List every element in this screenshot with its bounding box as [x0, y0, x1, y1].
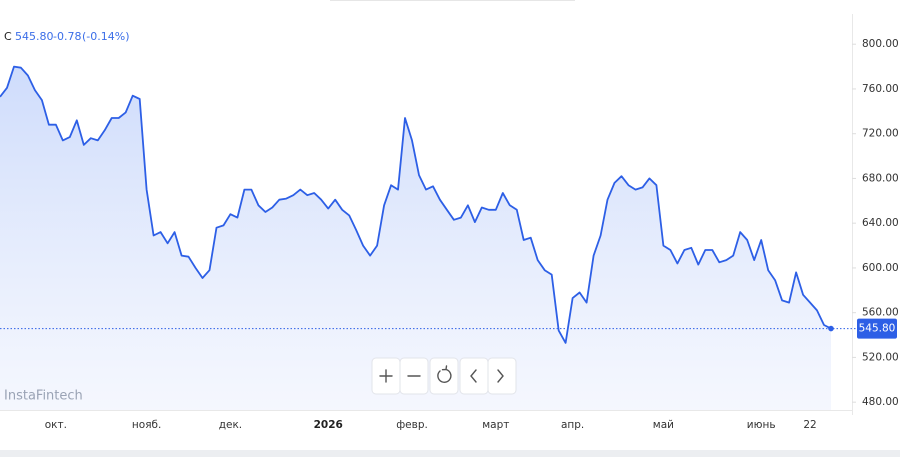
x-tick-label: февр.	[396, 419, 428, 431]
last-point	[828, 325, 834, 332]
scroll-left-button[interactable]	[459, 357, 489, 395]
scroll-right-button[interactable]	[487, 357, 517, 395]
x-tick-label: нояб.	[132, 419, 161, 431]
y-tick-label: 800.00	[862, 38, 899, 50]
x-tick-label: май	[653, 419, 674, 431]
y-tick-label: 760.00	[862, 83, 899, 95]
change: -0.78	[53, 30, 81, 43]
change-pct: (-0.14%)	[82, 30, 130, 43]
reset-icon	[437, 365, 452, 383]
x-tick-label: 2026	[314, 419, 343, 431]
x-tick-label: июнь	[747, 419, 776, 431]
toolbar	[371, 357, 517, 395]
x-tick-label: окт.	[45, 419, 67, 431]
left-icon	[470, 369, 477, 383]
area-fill	[0, 66, 831, 410]
price-line	[0, 65, 832, 344]
plus-icon	[379, 369, 393, 383]
y-tick-label: 560.00	[862, 307, 899, 319]
x-tick-label: апр.	[561, 419, 584, 431]
y-tick-label: 640.00	[862, 217, 899, 229]
y-tick-label: 520.00	[862, 351, 899, 363]
y-tick-label: 680.00	[862, 172, 899, 184]
x-tick-label: март	[482, 419, 509, 431]
right-icon	[497, 369, 504, 383]
y-tick-label: 720.00	[862, 128, 899, 140]
price-tag-label: 545.80	[859, 323, 896, 335]
reset-button[interactable]	[429, 357, 459, 395]
watermark: InstaFintech	[4, 389, 83, 404]
x-tick-label: дек.	[219, 419, 242, 431]
symbol: C	[4, 30, 12, 43]
y-tick-label: 600.00	[862, 262, 899, 274]
price: 545.80	[15, 30, 54, 43]
y-tick-label: 480.00	[862, 396, 899, 408]
x-tick-label: 22	[803, 419, 816, 431]
bottom-strip	[0, 450, 900, 457]
price-tag	[857, 318, 897, 339]
